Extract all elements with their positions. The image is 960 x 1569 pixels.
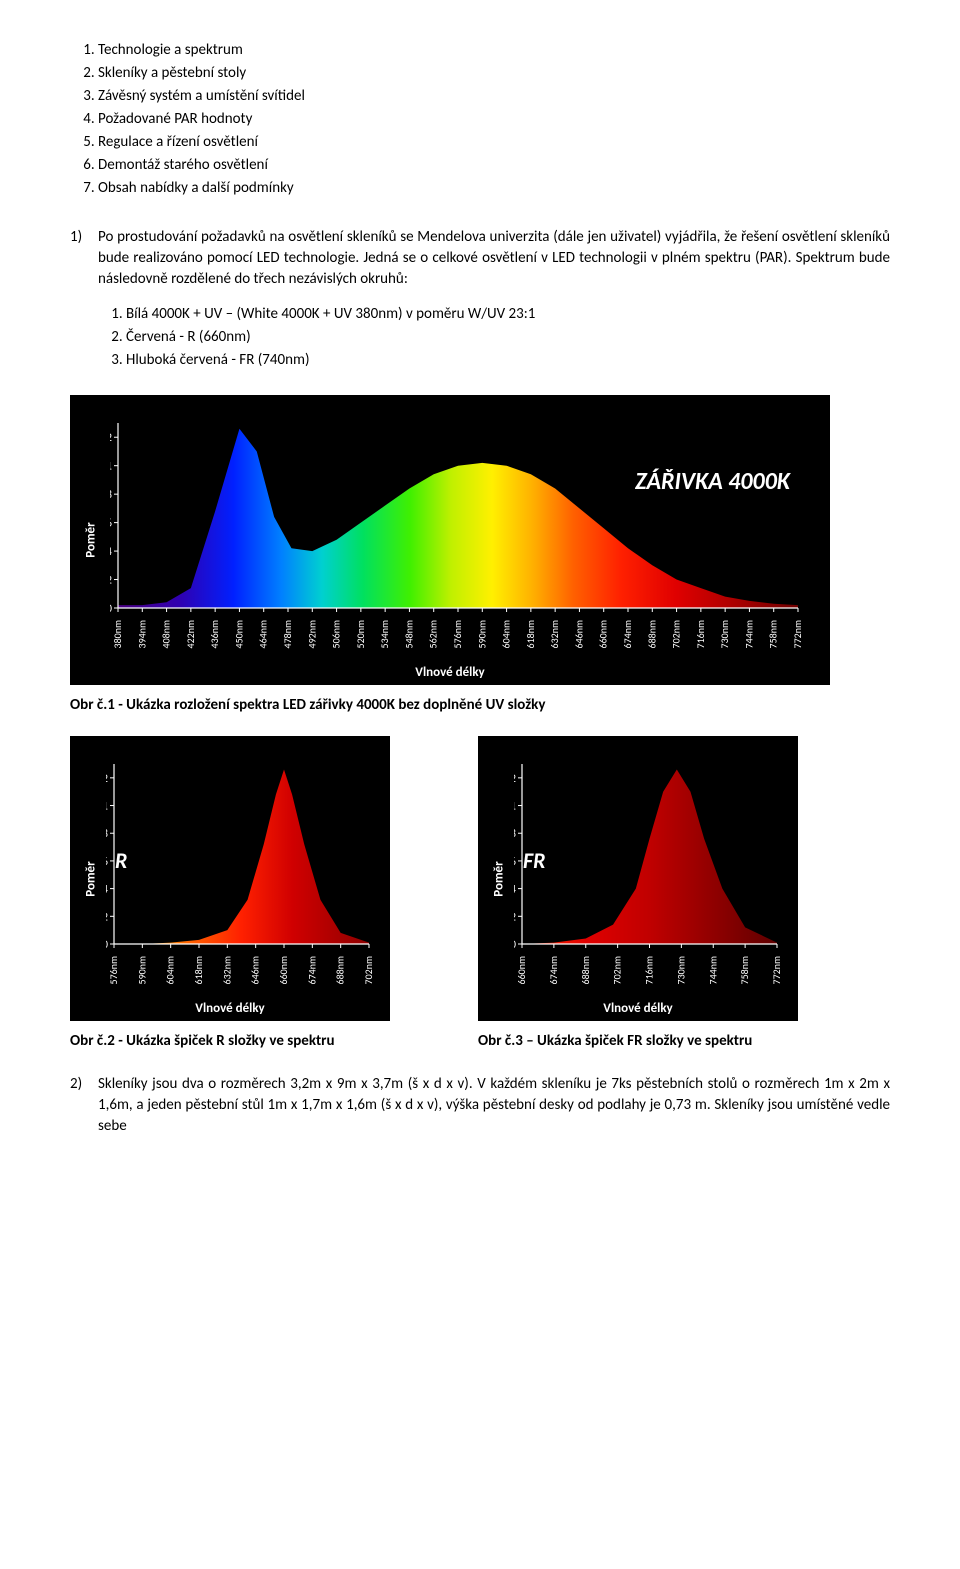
spectrum-item: Hluboká červená - FR (740nm) <box>126 350 890 371</box>
svg-text:674nm: 674nm <box>547 956 560 984</box>
svg-text:0.2: 0.2 <box>106 910 108 923</box>
svg-text:618nm: 618nm <box>192 956 205 984</box>
section-number: 1) <box>70 227 98 389</box>
svg-text:730nm: 730nm <box>718 620 731 648</box>
svg-text:702nm: 702nm <box>611 956 624 984</box>
svg-text:688nm: 688nm <box>645 620 658 648</box>
svg-text:408nm: 408nm <box>160 620 173 648</box>
spectrum-item: Červená - R (660nm) <box>126 327 890 348</box>
svg-text:660nm: 660nm <box>277 956 290 984</box>
figure-2-caption: Obr č.2 - Ukázka špiček R složky ve spek… <box>70 1031 390 1052</box>
svg-text:1: 1 <box>514 800 516 813</box>
x-axis-label: Vlnové délky <box>415 664 484 682</box>
svg-text:674nm: 674nm <box>305 956 318 984</box>
toc-item: Regulace a řízení osvětlení <box>98 132 890 153</box>
svg-text:380nm: 380nm <box>111 620 124 648</box>
chart-r: 0 0.2 0.4 0.6 0.8 1 1.2 576nm 590nm 604nm 618nm 632… <box>70 736 390 1021</box>
svg-text:506nm: 506nm <box>330 620 343 648</box>
svg-text:590nm: 590nm <box>475 620 488 648</box>
section-2-para: Skleníky jsou dva o rozměrech 3,2m x 9m … <box>98 1074 890 1137</box>
section-1-para: Po prostudování požadavků na osvětlení s… <box>98 227 890 290</box>
spectrum-list: Bílá 4000K + UV – (White 4000K + UV 380n… <box>98 304 890 371</box>
svg-text:436nm: 436nm <box>208 620 221 648</box>
svg-text:1: 1 <box>110 460 112 473</box>
y-axis-label: Poměr <box>83 522 101 557</box>
figure-3-caption: Obr č.3 – Ukázka špiček FR složky ve spe… <box>478 1031 798 1052</box>
y-axis-label: Poměr <box>491 861 509 896</box>
svg-text:702nm: 702nm <box>670 620 683 648</box>
toc-item: Demontáž starého osvětlení <box>98 155 890 176</box>
svg-text:772nm: 772nm <box>770 956 783 984</box>
svg-text:646nm: 646nm <box>249 956 262 984</box>
svg-text:660nm: 660nm <box>597 620 610 648</box>
chart-zarivka-4000k: 0 0.2 0.4 0.6 0.8 1 1.2 380nm 394nm 408nm 422nm 436… <box>70 395 830 685</box>
toc-item: Požadované PAR hodnoty <box>98 109 890 130</box>
x-axis-label: Vlnové délky <box>195 1000 264 1018</box>
svg-text:562nm: 562nm <box>427 620 440 648</box>
svg-text:744nm: 744nm <box>742 620 755 648</box>
svg-text:394nm: 394nm <box>135 620 148 648</box>
svg-text:646nm: 646nm <box>572 620 585 648</box>
svg-text:730nm: 730nm <box>674 956 687 984</box>
toc-list: Technologie a spektrum Skleníky a pěsteb… <box>70 40 890 199</box>
svg-text:674nm: 674nm <box>621 620 634 648</box>
section-2: 2) Skleníky jsou dva o rozměrech 3,2m x … <box>70 1074 890 1151</box>
svg-text:0: 0 <box>514 938 516 951</box>
svg-text:632nm: 632nm <box>220 956 233 984</box>
svg-text:632nm: 632nm <box>548 620 561 648</box>
svg-text:772nm: 772nm <box>791 620 804 648</box>
svg-text:576nm: 576nm <box>451 620 464 648</box>
svg-text:716nm: 716nm <box>694 620 707 648</box>
svg-text:534nm: 534nm <box>378 620 391 648</box>
svg-text:422nm: 422nm <box>184 620 197 648</box>
svg-text:0.6: 0.6 <box>106 855 108 868</box>
svg-text:744nm: 744nm <box>706 956 719 984</box>
toc-item: Obsah nabídky a další podmínky <box>98 178 890 199</box>
svg-text:660nm: 660nm <box>515 956 528 984</box>
svg-text:688nm: 688nm <box>334 956 347 984</box>
svg-text:520nm: 520nm <box>354 620 367 648</box>
svg-text:0.8: 0.8 <box>110 488 112 501</box>
svg-text:492nm: 492nm <box>305 620 318 648</box>
svg-text:1: 1 <box>106 800 108 813</box>
svg-text:590nm: 590nm <box>135 956 148 984</box>
svg-text:0.4: 0.4 <box>106 883 108 896</box>
svg-text:0: 0 <box>110 602 112 615</box>
svg-text:576nm: 576nm <box>107 956 120 984</box>
svg-text:716nm: 716nm <box>643 956 656 984</box>
svg-text:1.2: 1.2 <box>514 772 516 785</box>
svg-text:0.8: 0.8 <box>514 827 516 840</box>
svg-text:450nm: 450nm <box>232 620 245 648</box>
svg-text:0.6: 0.6 <box>514 855 516 868</box>
spectrum-item: Bílá 4000K + UV – (White 4000K + UV 380n… <box>126 304 890 325</box>
svg-text:0.2: 0.2 <box>514 910 516 923</box>
x-axis-label: Vlnové délky <box>603 1000 672 1018</box>
svg-text:702nm: 702nm <box>362 956 375 984</box>
section-number: 2) <box>70 1074 98 1151</box>
svg-text:548nm: 548nm <box>402 620 415 648</box>
toc-item: Závěsný systém a umístění svítidel <box>98 86 890 107</box>
svg-text:1.2: 1.2 <box>110 431 112 444</box>
section-1: 1) Po prostudování požadavků na osvětlen… <box>70 227 890 389</box>
svg-text:758nm: 758nm <box>767 620 780 648</box>
svg-text:604nm: 604nm <box>500 620 513 648</box>
svg-text:0.6: 0.6 <box>110 517 112 530</box>
svg-text:0.2: 0.2 <box>110 574 112 587</box>
toc-item: Skleníky a pěstební stoly <box>98 63 890 84</box>
svg-text:0.8: 0.8 <box>106 827 108 840</box>
svg-text:0: 0 <box>106 938 108 951</box>
svg-text:604nm: 604nm <box>164 956 177 984</box>
svg-text:478nm: 478nm <box>281 620 294 648</box>
chart-fr: 0 0.2 0.4 0.6 0.8 1 1.2 660nm 674nm 688nm 702nm 716… <box>478 736 798 1021</box>
toc-item: Technologie a spektrum <box>98 40 890 61</box>
svg-text:688nm: 688nm <box>579 956 592 984</box>
svg-text:464nm: 464nm <box>257 620 270 648</box>
y-axis-label: Poměr <box>83 861 101 896</box>
svg-text:0.4: 0.4 <box>110 545 112 558</box>
figure-1-caption: Obr č.1 - Ukázka rozložení spektra LED z… <box>70 695 890 716</box>
svg-text:618nm: 618nm <box>524 620 537 648</box>
svg-text:1.2: 1.2 <box>106 772 108 785</box>
svg-text:758nm: 758nm <box>738 956 751 984</box>
svg-text:0.4: 0.4 <box>514 883 516 896</box>
